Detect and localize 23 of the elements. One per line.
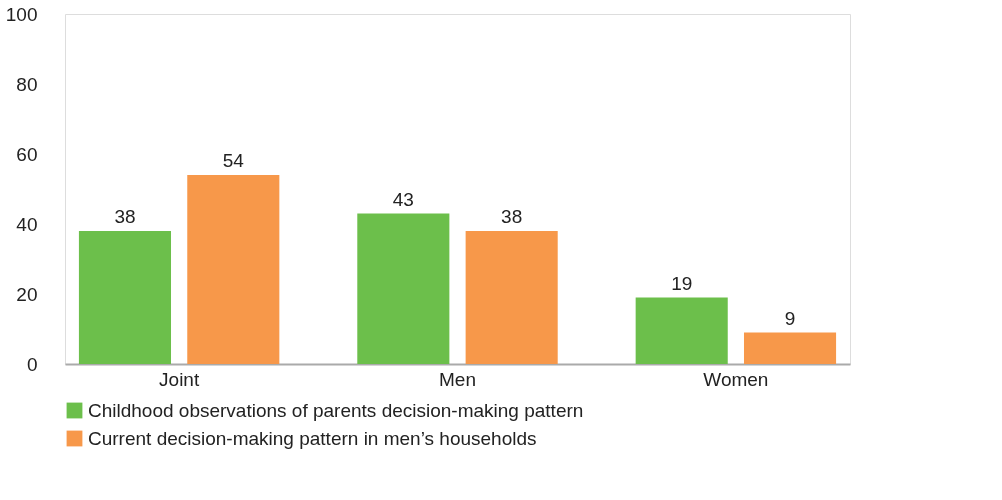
bar — [78, 231, 172, 364]
y-tick-label: 20 — [16, 283, 38, 305]
data-label: 43 — [392, 188, 414, 210]
data-label: 19 — [671, 272, 693, 294]
y-tick-label: 80 — [16, 73, 38, 95]
bar — [743, 332, 837, 364]
data-label: 38 — [114, 206, 136, 227]
y-tick-label: 0 — [26, 353, 38, 375]
bar — [465, 231, 558, 364]
x-tick-label: Women — [703, 368, 769, 390]
x-tick-label: Men — [439, 368, 476, 390]
x-tick-label: Joint — [159, 368, 200, 390]
data-label: 54 — [222, 150, 245, 171]
bar — [187, 175, 280, 364]
y-tick-label: 60 — [16, 143, 38, 165]
data-label: 38 — [501, 206, 523, 227]
legend-label: Current decision-making pattern in men’s households — [88, 427, 537, 449]
legend-label: Childhood observations of parents decision-making pattern — [88, 399, 584, 421]
data-label: 9 — [784, 307, 796, 329]
bar — [635, 297, 728, 364]
bar — [357, 213, 450, 364]
y-tick-label: 40 — [16, 213, 38, 235]
y-tick-label: 100 — [5, 3, 38, 25]
